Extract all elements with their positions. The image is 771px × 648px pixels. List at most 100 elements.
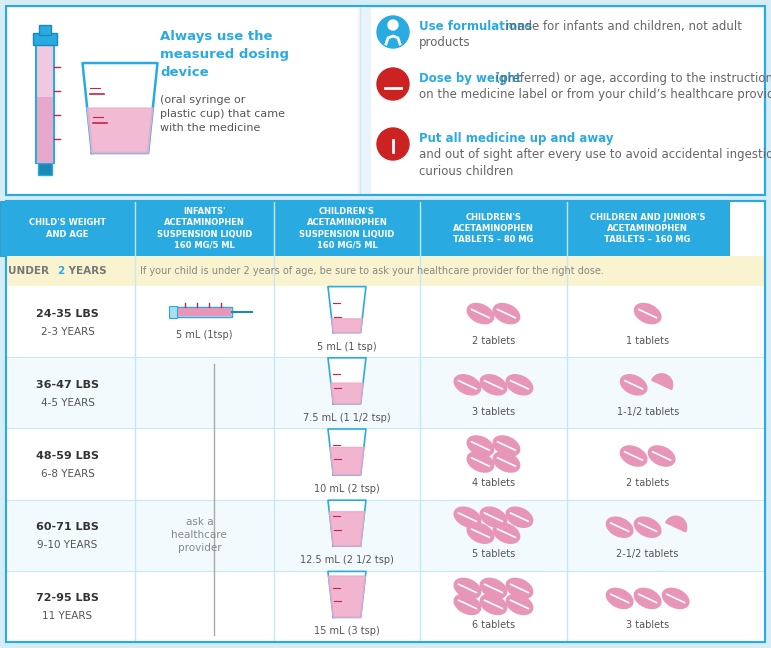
Text: 2 tablets: 2 tablets: [472, 336, 515, 345]
Bar: [38, 163, 52, 175]
Circle shape: [377, 16, 409, 48]
Text: (preferred) or age, according to the instructions: (preferred) or age, according to the ins…: [492, 72, 771, 85]
Text: 48-59 LBS: 48-59 LBS: [36, 451, 99, 461]
Text: Always use the
measured dosing
device: Always use the measured dosing device: [160, 30, 289, 79]
Text: 5 mL (1tsp): 5 mL (1tsp): [176, 330, 233, 340]
Text: 1 tablets: 1 tablets: [626, 336, 669, 345]
Bar: [6, 201, 765, 642]
Bar: [8, 8, 358, 193]
Text: YEARS: YEARS: [65, 266, 106, 276]
Ellipse shape: [493, 303, 520, 324]
Polygon shape: [332, 319, 362, 332]
Ellipse shape: [507, 507, 533, 527]
Bar: [274, 201, 420, 256]
Text: CHILD'S WEIGHT
AND AGE: CHILD'S WEIGHT AND AGE: [29, 218, 106, 238]
Text: CHILDREN'S
ACETAMINOPHEN
TABLETS – 80 MG: CHILDREN'S ACETAMINOPHEN TABLETS – 80 MG: [453, 213, 534, 244]
Text: 2: 2: [57, 266, 64, 276]
Text: (oral syringe or
plastic cup) that came
with the medicine: (oral syringe or plastic cup) that came …: [160, 95, 285, 133]
Text: 12.5 mL (2 1/2 tsp): 12.5 mL (2 1/2 tsp): [300, 555, 394, 565]
Ellipse shape: [480, 375, 507, 395]
Text: 4-5 YEARS: 4-5 YEARS: [41, 398, 94, 408]
Ellipse shape: [607, 517, 633, 537]
Text: 15 mL (3 tsp): 15 mL (3 tsp): [314, 627, 380, 636]
Circle shape: [388, 20, 398, 30]
Ellipse shape: [662, 588, 689, 608]
Text: 9-10 YEARS: 9-10 YEARS: [37, 540, 98, 550]
Polygon shape: [328, 572, 366, 618]
Bar: [6, 571, 765, 642]
Polygon shape: [328, 576, 365, 618]
Bar: [567, 201, 729, 256]
Wedge shape: [651, 374, 672, 389]
Ellipse shape: [454, 375, 480, 395]
Polygon shape: [328, 286, 366, 332]
Ellipse shape: [467, 436, 493, 456]
Ellipse shape: [648, 446, 675, 466]
Bar: [36, 43, 54, 163]
Bar: [6, 357, 765, 428]
Ellipse shape: [507, 594, 533, 614]
Bar: [169, 306, 177, 318]
Text: 6-8 YEARS: 6-8 YEARS: [41, 469, 94, 479]
Bar: [6, 500, 765, 571]
Bar: [0, 201, 135, 256]
Ellipse shape: [454, 594, 480, 614]
Polygon shape: [87, 108, 153, 153]
Text: CHILDREN AND JUNIOR'S
ACETAMINOPHEN
TABLETS – 160 MG: CHILDREN AND JUNIOR'S ACETAMINOPHEN TABL…: [590, 213, 705, 244]
Polygon shape: [82, 63, 157, 153]
Ellipse shape: [507, 578, 533, 599]
Text: If your child is under 2 years of age, be sure to ask your healthcare provider f: If your child is under 2 years of age, b…: [140, 266, 604, 276]
Text: 7.5 mL (1 1/2 tsp): 7.5 mL (1 1/2 tsp): [303, 413, 391, 422]
Text: ask a
healthcare
provider: ask a healthcare provider: [171, 517, 227, 553]
Text: 60-71 LBS: 60-71 LBS: [36, 522, 99, 532]
Bar: [6, 256, 765, 286]
Text: 5 tablets: 5 tablets: [472, 550, 515, 559]
Text: CHILDREN'S
ACETAMINOPHEN
SUSPENSION LIQUID
160 MG/5 ML: CHILDREN'S ACETAMINOPHEN SUSPENSION LIQU…: [299, 207, 395, 249]
Ellipse shape: [621, 375, 647, 395]
Ellipse shape: [454, 507, 480, 527]
Text: INFANTS'
ACETAMINOPHEN
SUSPENSION LIQUID
160 MG/5 ML: INFANTS' ACETAMINOPHEN SUSPENSION LIQUID…: [157, 207, 252, 249]
Polygon shape: [329, 512, 365, 546]
Ellipse shape: [480, 578, 507, 599]
Polygon shape: [328, 429, 366, 475]
Bar: [6, 286, 765, 357]
Ellipse shape: [480, 507, 507, 527]
Bar: [420, 201, 567, 256]
Bar: [6, 201, 765, 642]
Text: 2-3 YEARS: 2-3 YEARS: [41, 327, 94, 336]
Circle shape: [377, 128, 409, 160]
Text: 24-35 LBS: 24-35 LBS: [36, 308, 99, 319]
Bar: [39, 25, 51, 35]
Ellipse shape: [467, 303, 493, 324]
Text: 1-1/2 tablets: 1-1/2 tablets: [617, 407, 678, 417]
Ellipse shape: [493, 523, 520, 543]
Bar: [178, 308, 231, 316]
Text: made for infants and children, not adult: made for infants and children, not adult: [502, 20, 742, 33]
Ellipse shape: [467, 452, 493, 472]
Polygon shape: [330, 447, 364, 475]
Bar: [6, 6, 360, 195]
Text: 3 tablets: 3 tablets: [472, 407, 515, 417]
Bar: [6, 6, 765, 195]
Ellipse shape: [493, 452, 520, 472]
Text: UNDER: UNDER: [8, 266, 52, 276]
Text: Use formulations: Use formulations: [419, 20, 532, 33]
Bar: [371, 8, 763, 193]
Ellipse shape: [493, 436, 520, 456]
Ellipse shape: [635, 517, 661, 537]
Ellipse shape: [454, 578, 480, 599]
Text: Dose by weight: Dose by weight: [419, 72, 521, 85]
Text: 5 mL (1 tsp): 5 mL (1 tsp): [317, 341, 377, 352]
Text: 2-1/2 tablets: 2-1/2 tablets: [617, 550, 678, 559]
Text: 36-47 LBS: 36-47 LBS: [36, 380, 99, 390]
Ellipse shape: [507, 375, 533, 395]
Text: and out of sight after every use to avoid accidental ingestion by
curious childr: and out of sight after every use to avoi…: [419, 148, 771, 178]
Ellipse shape: [635, 588, 661, 608]
Polygon shape: [328, 358, 366, 404]
Text: 4 tablets: 4 tablets: [472, 478, 515, 488]
Text: products: products: [419, 36, 470, 49]
Text: 11 YEARS: 11 YEARS: [42, 612, 93, 621]
Bar: [37, 97, 53, 163]
Text: on the medicine label or from your child’s healthcare provider: on the medicine label or from your child…: [419, 88, 771, 101]
Bar: [6, 6, 765, 195]
